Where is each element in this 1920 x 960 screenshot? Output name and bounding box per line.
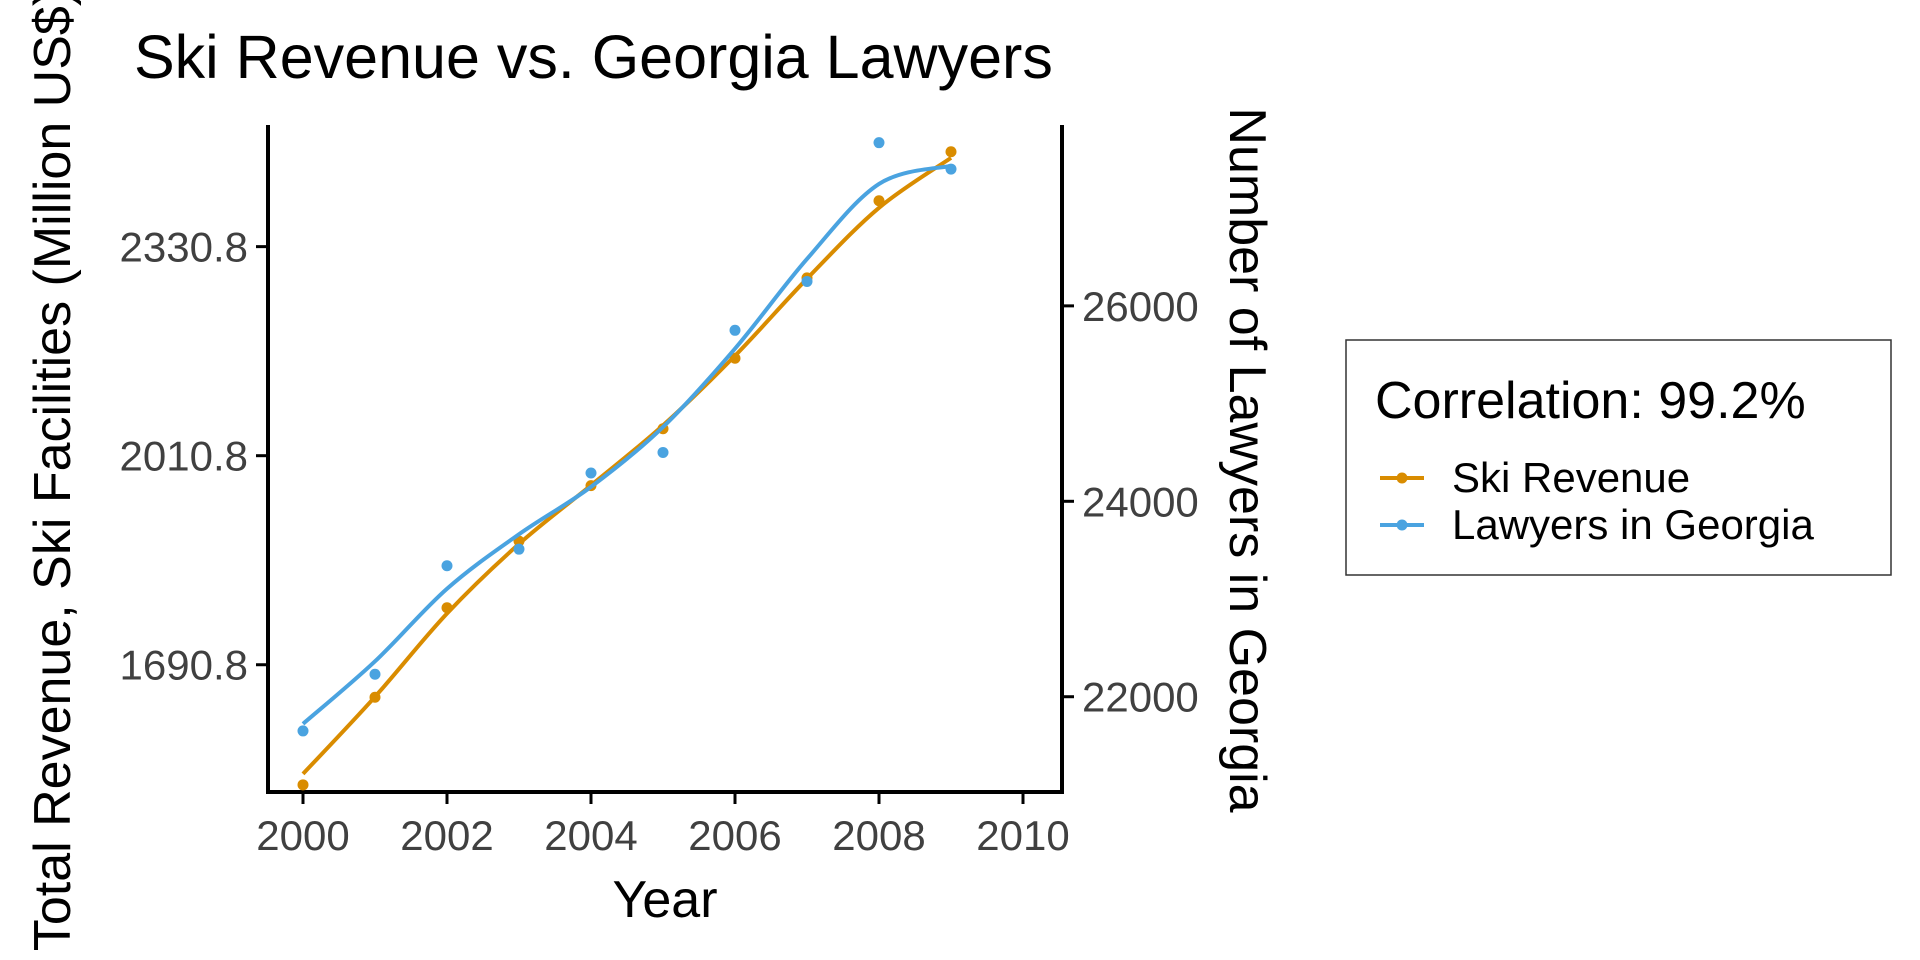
- x-tick-label: 2000: [256, 812, 349, 859]
- x-tick-label: 2004: [544, 812, 637, 859]
- x-tick-label: 2010: [976, 812, 1069, 859]
- data-point: [801, 275, 813, 287]
- data-point: [369, 668, 381, 680]
- series-line: [301, 163, 952, 726]
- right-y-tick-label: 22000: [1082, 674, 1199, 721]
- right-y-tick-label: 24000: [1082, 478, 1199, 525]
- data-point: [729, 324, 741, 336]
- x-axis-title: Year: [612, 871, 717, 929]
- data-point: [513, 543, 525, 555]
- data-point: [945, 163, 957, 175]
- right-y-axis-title: Number of Lawyers in Georgia: [1218, 107, 1276, 812]
- x-axis-ticks: 2000 2002 2004 2006 2008 2010: [256, 792, 1070, 859]
- legend-label: Lawyers in Georgia: [1452, 501, 1814, 548]
- data-point: [441, 602, 453, 614]
- data-point: [369, 691, 381, 703]
- data-point: [657, 446, 669, 458]
- chart-title: Ski Revenue vs. Georgia Lawyers: [134, 23, 1053, 91]
- plot-area: 2000 2002 2004 2006 2008 2010 1690.8 2010.8 233…: [120, 125, 1199, 859]
- legend-box: [1345, 339, 1892, 576]
- right-y-axis-ticks: 22000 24000 26000: [1062, 283, 1199, 721]
- data-point: [873, 137, 885, 149]
- x-tick-label: 2008: [832, 812, 925, 859]
- left-y-axis-ticks: 1690.8 2010.8 2330.8: [120, 224, 268, 689]
- data-point: [297, 779, 309, 791]
- data-point: [729, 352, 741, 364]
- data-point: [945, 146, 957, 158]
- series-layer: [297, 137, 957, 791]
- left-y-axis-title: Total Revenue, Ski Facilities (Million U…: [24, 0, 82, 951]
- data-point: [585, 467, 597, 479]
- left-y-tick-label: 2010.8: [120, 433, 248, 480]
- series-line: [301, 156, 953, 776]
- left-y-tick-label: 1690.8: [120, 642, 248, 689]
- data-point: [873, 195, 885, 207]
- x-tick-label: 2006: [688, 812, 781, 859]
- right-y-tick-label: 26000: [1082, 283, 1199, 330]
- left-y-tick-label: 2330.8: [120, 224, 248, 271]
- data-point: [297, 725, 309, 737]
- legend-title: Correlation: 99.2%: [1375, 372, 1806, 430]
- legend-key-point: [1396, 519, 1408, 531]
- legend-label: Ski Revenue: [1452, 454, 1690, 501]
- data-point: [441, 560, 453, 572]
- x-tick-label: 2002: [400, 812, 493, 859]
- legend-key-point: [1396, 472, 1408, 484]
